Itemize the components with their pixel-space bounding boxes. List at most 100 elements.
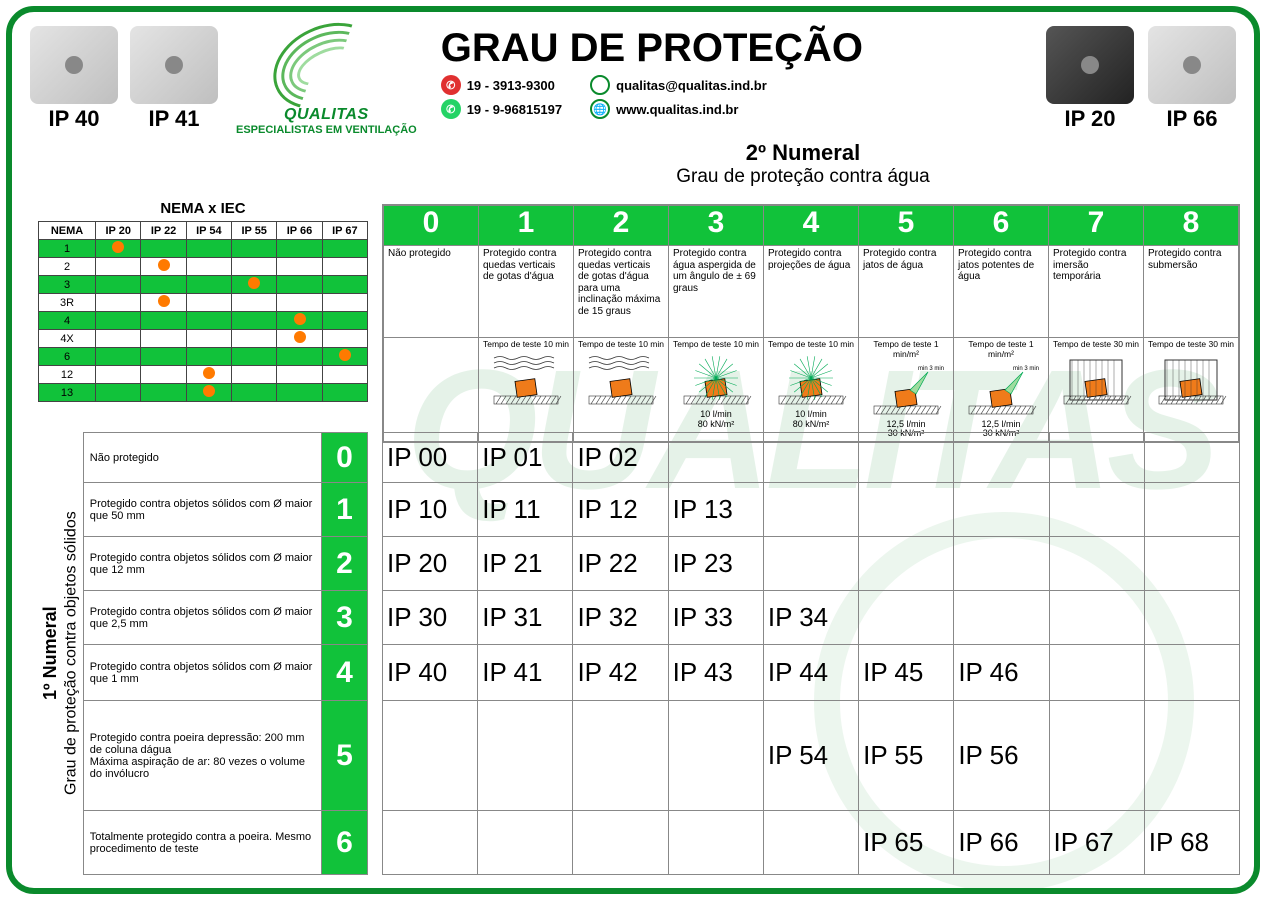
ip-cell: IP 68 [1144, 811, 1239, 875]
first-numeral-block: 1º Numeral Grau de proteção contra objet… [38, 432, 368, 874]
nema-col-header: NEMA [39, 222, 96, 240]
motor-thumb-ip66: IP 66 [1148, 26, 1236, 132]
ip-cell [1049, 645, 1144, 701]
nema-cell [322, 330, 367, 348]
contact-phone-text: 19 - 3913-9300 [467, 78, 555, 93]
ip-cell [763, 811, 858, 875]
col-desc: Protegido contra água aspergida de um ân… [669, 246, 764, 338]
col-test-diagram: Tempo de teste 10 min [574, 338, 669, 442]
nema-cell [96, 240, 141, 258]
contact-phone: ✆ 19 - 3913-9300 [441, 75, 562, 95]
row-number: 4 [322, 645, 368, 701]
header: IP 40 IP 41 QUALITAS ESPECIALISTAS EM VE… [12, 12, 1254, 140]
test-diagram-icon [676, 352, 756, 408]
dot-icon [248, 277, 260, 289]
second-numeral-heading: 2º Numeral [382, 140, 1224, 166]
ip-cell: IP 12 [573, 483, 668, 537]
nema-cell [232, 258, 277, 276]
dot-icon [158, 259, 170, 271]
nema-cell [232, 330, 277, 348]
dot-icon [203, 385, 215, 397]
dot-icon [158, 295, 170, 307]
web-icon: 🌐 [590, 99, 610, 119]
motor-caption: IP 20 [1065, 106, 1116, 132]
ip-cell: IP 21 [478, 537, 573, 591]
ip-cell: IP 54 [763, 701, 858, 811]
nema-cell [277, 312, 322, 330]
nema-row-label: 6 [39, 348, 96, 366]
nema-cell [186, 312, 231, 330]
ip-cell [1049, 483, 1144, 537]
contact-web-text: www.qualitas.ind.br [616, 102, 738, 117]
col-desc: Não protegido [384, 246, 479, 338]
nema-cell [141, 384, 186, 402]
ip-cell [1049, 433, 1144, 483]
nema-cell [322, 276, 367, 294]
ip-cell: IP 45 [859, 645, 954, 701]
nema-table: NEMAIP 20IP 22IP 54IP 55IP 66IP 671233R4… [38, 221, 368, 402]
mail-icon: ✉ [590, 75, 610, 95]
ip-cell [573, 701, 668, 811]
nema-cell [186, 330, 231, 348]
col-test-diagram: Tempo de teste 10 min [479, 338, 574, 442]
motor-caption: IP 41 [149, 106, 200, 132]
test-diagram-icon [771, 352, 851, 408]
ip-cell [1049, 591, 1144, 645]
ip-cell [1144, 701, 1239, 811]
nema-cell [232, 348, 277, 366]
nema-cell [96, 366, 141, 384]
nema-cell [277, 384, 322, 402]
nema-cell [141, 330, 186, 348]
ip-cell: IP 40 [383, 645, 478, 701]
ip-cell [763, 433, 858, 483]
col-test-diagram: Tempo de teste 1 min/m²min 3 min12,5 l/m… [954, 338, 1049, 442]
test-diagram-icon: min 3 min [866, 362, 946, 418]
motor-thumb-ip40: IP 40 [30, 26, 118, 132]
motor-img [130, 26, 218, 104]
ip-cell [859, 433, 954, 483]
nema-cell [232, 240, 277, 258]
nema-col-header: IP 66 [277, 222, 322, 240]
nema-cell [277, 276, 322, 294]
contact-whatsapp-text: 19 - 9-96815197 [467, 102, 562, 117]
nema-cell [277, 258, 322, 276]
nema-cell [141, 258, 186, 276]
ip-cell: IP 44 [763, 645, 858, 701]
ip-cell: IP 56 [954, 701, 1049, 811]
col-desc: Protegido contra jatos potentes de água [954, 246, 1049, 338]
row-number: 5 [322, 701, 368, 811]
ip-cell [668, 433, 763, 483]
row-number: 0 [322, 433, 368, 483]
ip-cell: IP 22 [573, 537, 668, 591]
nema-row-label: 12 [39, 366, 96, 384]
ip-cell [1144, 645, 1239, 701]
second-numeral-title: 2º Numeral Grau de proteção contra água [382, 140, 1224, 188]
col-test-diagram: Tempo de teste 30 min [1049, 338, 1144, 442]
second-numeral-sub: Grau de proteção contra água [382, 166, 1224, 188]
ip-cell [859, 591, 954, 645]
row-desc: Protegido contra poeira depressão: 200 m… [83, 701, 321, 811]
nema-row-label: 2 [39, 258, 96, 276]
ip-cell [859, 483, 954, 537]
dot-icon [203, 367, 215, 379]
row-desc: Não protegido [83, 433, 321, 483]
logo-tagline: ESPECIALISTAS EM VENTILAÇÃO [236, 124, 417, 136]
nema-cell [141, 294, 186, 312]
ip-cell: IP 02 [573, 433, 668, 483]
svg-text:min 3 min: min 3 min [918, 366, 944, 372]
ip-cell [478, 811, 573, 875]
ip-values-grid: IP 00IP 01IP 02IP 10IP 11IP 12IP 13IP 20… [382, 432, 1240, 874]
nema-row-label: 13 [39, 384, 96, 402]
col-number: 4 [764, 206, 859, 246]
ip-cell: IP 66 [954, 811, 1049, 875]
ip-cell [763, 537, 858, 591]
nema-cell [186, 384, 231, 402]
ip-column-header-grid: 012345678Não protegidoProtegido contra q… [382, 204, 1240, 443]
test-diagram-icon [581, 352, 661, 408]
nema-cell [96, 294, 141, 312]
nema-cell [141, 366, 186, 384]
ip-cell [668, 701, 763, 811]
nema-cell [96, 258, 141, 276]
ip-cell: IP 55 [859, 701, 954, 811]
motor-img [1046, 26, 1134, 104]
